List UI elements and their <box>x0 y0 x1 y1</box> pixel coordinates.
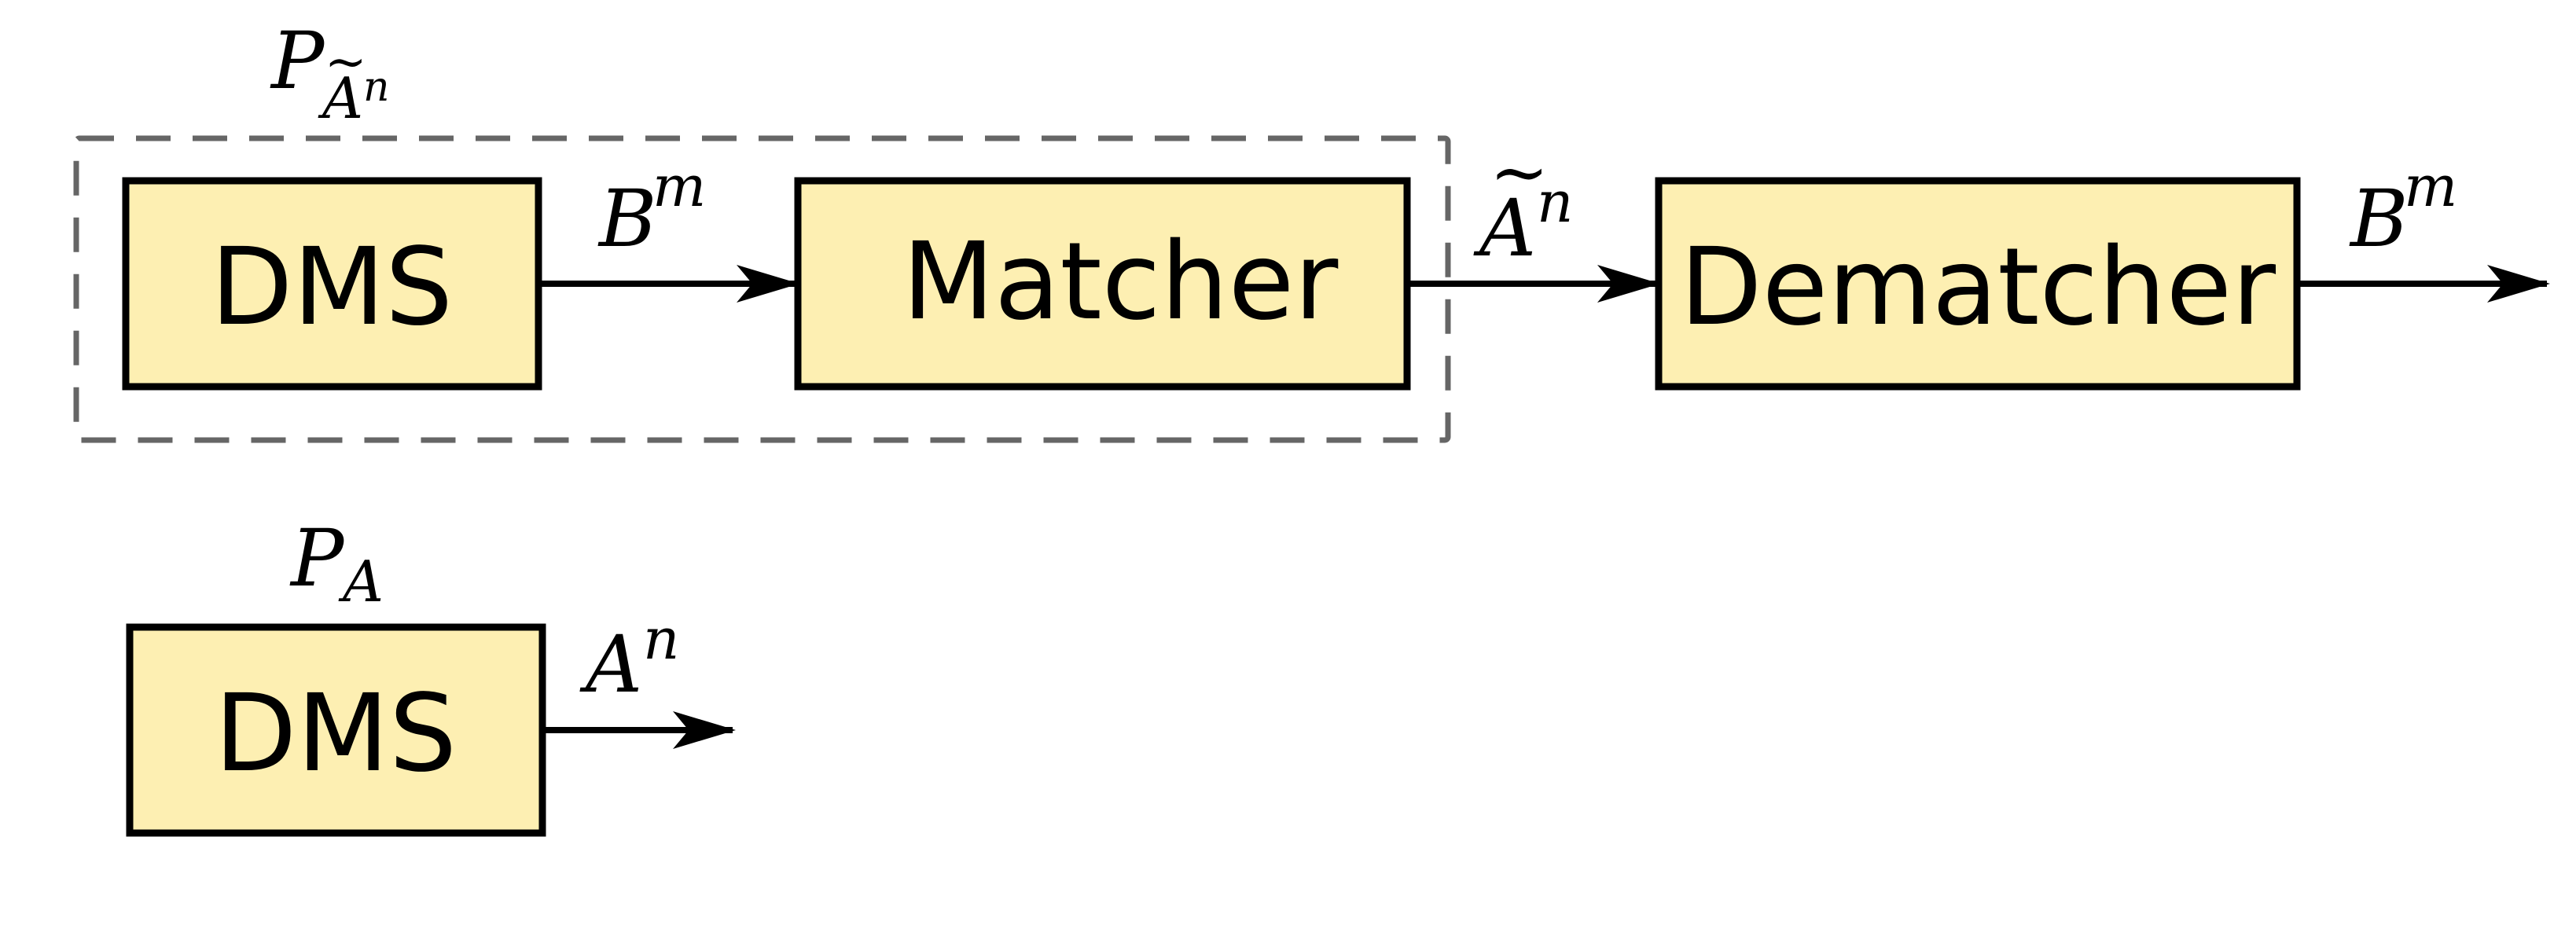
dematcher-block: Dematcher <box>1655 177 2301 391</box>
dms-block-top: DMS <box>122 177 542 391</box>
signal-label-a-n-sup: n <box>643 606 679 672</box>
signal-label-a-n: A n <box>579 606 679 710</box>
matcher-block: Matcher <box>794 177 1411 391</box>
signal-label-a-tilde-n-base: A <box>1473 182 1536 274</box>
signal-label-b-m-1: B m <box>597 153 706 265</box>
signal-label-b-m-2-sup: m <box>2404 153 2457 219</box>
signal-label-a-n-base: A <box>579 619 642 710</box>
dms-block-top-label: DMS <box>211 226 453 350</box>
composite-source-label-base: P <box>270 15 325 107</box>
dms-block-bottom: DMS <box>126 623 546 837</box>
source-label-bottom-sub: A <box>338 549 384 615</box>
signal-label-b-m-1-base: B <box>597 173 657 265</box>
dms-block-bottom-label: DMS <box>215 672 457 796</box>
signal-label-b-m-2-base: B <box>2349 173 2409 265</box>
composite-source-label: P A ~ n <box>270 15 390 131</box>
matcher-block-label: Matcher <box>902 220 1339 344</box>
signal-label-a-tilde-n-tilde: ~ <box>1490 131 1549 214</box>
signal-label-a-tilde-n-sup: n <box>1537 169 1573 235</box>
signal-label-b-m-2: B m <box>2349 153 2457 265</box>
dematcher-block-label: Dematcher <box>1680 226 2276 350</box>
composite-source-group <box>73 135 1451 443</box>
composite-source-label-subsub: n <box>363 64 390 111</box>
signal-label-b-m-1-sup: m <box>652 153 706 219</box>
composite-source-label-tilde: ~ <box>325 33 367 91</box>
signal-label-a-tilde-n: ~ A n <box>1473 131 1573 274</box>
source-label-bottom: P A <box>289 512 384 615</box>
source-label-bottom-base: P <box>289 512 345 604</box>
composite-source-label-sub: A <box>318 65 363 131</box>
